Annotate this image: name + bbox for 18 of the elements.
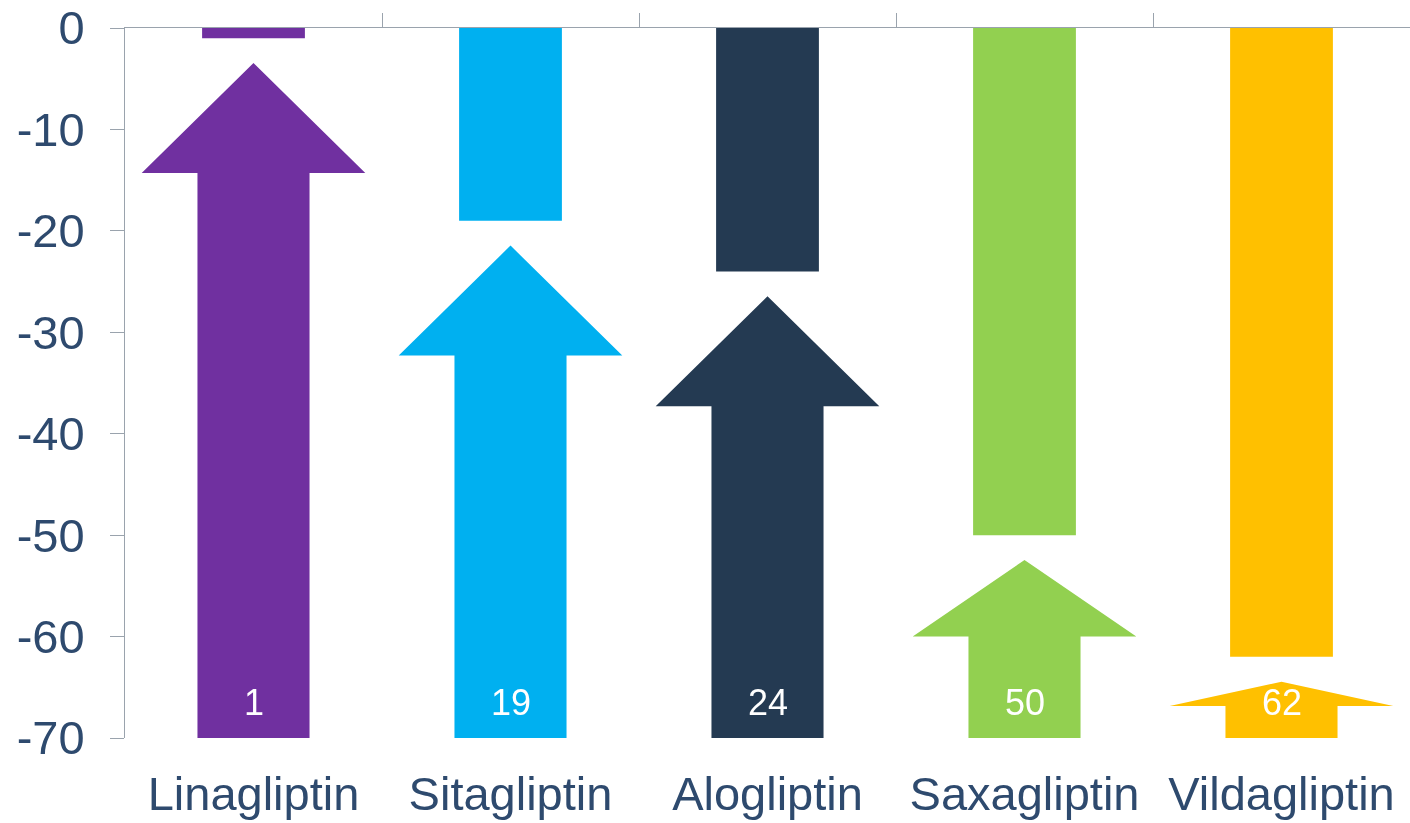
x-tick-label: Alogliptin	[672, 767, 863, 820]
y-tick-label: -60	[16, 610, 85, 664]
x-tick-label: Vildagliptin	[1168, 767, 1395, 820]
x-tick-label: Linagliptin	[147, 767, 360, 820]
y-tick-label: -30	[16, 305, 85, 359]
x-tick-label: Saxagliptin	[909, 767, 1140, 820]
y-tick-label: -20	[16, 204, 85, 258]
x-tick-label: Sitagliptin	[408, 767, 613, 820]
y-tick-label: -50	[16, 508, 85, 562]
annotation: 19	[491, 682, 532, 723]
annotation: 50	[1005, 682, 1046, 723]
annotation: 62	[1262, 682, 1303, 723]
annotation: 24	[748, 682, 789, 723]
y-tick-label: -40	[16, 407, 85, 461]
annotation: 1	[244, 682, 265, 723]
y-tick-label: 0	[58, 1, 85, 55]
y-tick-label: -70	[16, 711, 85, 765]
y-tick-label: -10	[16, 102, 85, 156]
